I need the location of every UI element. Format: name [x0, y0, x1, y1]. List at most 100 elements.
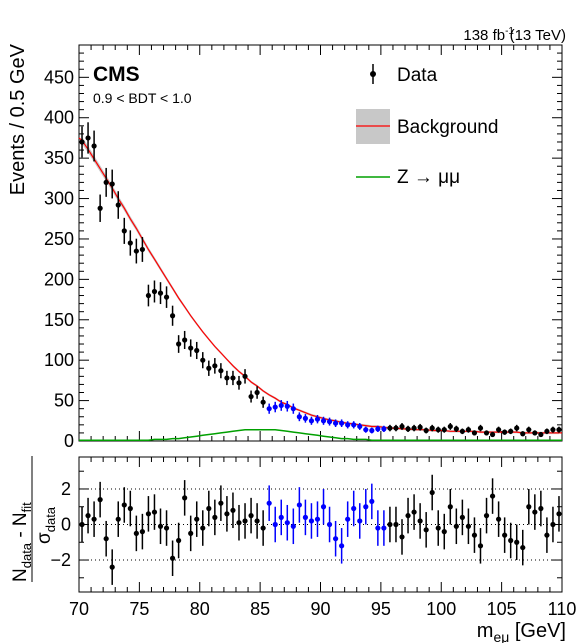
svg-text:Ndata - Nfit: Ndata - Nfit — [10, 502, 34, 582]
pull-point — [465, 508, 472, 545]
data-point — [345, 421, 351, 429]
data-point — [375, 425, 381, 433]
x-tick-label: 100 — [426, 599, 456, 619]
pull-point — [230, 492, 236, 529]
legend-background-marker — [356, 109, 390, 144]
data-point — [296, 412, 302, 422]
pull-point — [248, 497, 254, 534]
experiment-label: CMS — [93, 63, 140, 86]
data-point — [290, 403, 296, 414]
data-point — [182, 330, 188, 350]
pull-point — [218, 485, 224, 521]
y-tick-label: 0 — [61, 515, 71, 535]
legend: Data Background Z → μμ — [356, 64, 498, 188]
data-point — [496, 426, 502, 433]
data-point — [91, 130, 97, 162]
pull-point — [435, 510, 441, 546]
data-point — [477, 424, 484, 432]
pull-point — [308, 503, 315, 539]
category-label: 0.9 < BDT < 1.0 — [93, 90, 192, 106]
pull-point — [242, 503, 248, 539]
data-point — [169, 305, 176, 326]
pull-point — [496, 501, 502, 537]
data-point — [200, 352, 206, 369]
x-tick-label: 105 — [487, 599, 517, 619]
pull-point — [453, 508, 459, 545]
data-point — [369, 427, 375, 434]
data-point — [532, 430, 538, 436]
data-point — [242, 369, 248, 384]
data-point — [526, 426, 532, 433]
pull-point — [502, 517, 508, 553]
pull-points — [79, 474, 562, 585]
pull-point — [556, 496, 562, 532]
y-tick-label: 450 — [44, 67, 74, 87]
data-point — [381, 425, 387, 433]
data-point — [254, 386, 260, 399]
data-point — [363, 426, 369, 433]
pull-point — [320, 488, 327, 525]
data-point — [489, 431, 496, 438]
legend-signal-label: Z → μμ — [397, 167, 460, 188]
data-point — [212, 358, 218, 374]
data-point — [514, 424, 520, 432]
pull-point — [109, 549, 115, 585]
pull-point — [169, 540, 176, 577]
legend-data-label: Data — [397, 65, 438, 86]
pull-point — [188, 515, 194, 552]
pull-point — [206, 490, 212, 527]
data-point — [520, 431, 526, 437]
pull-point — [550, 506, 556, 543]
pull-point — [381, 510, 387, 546]
data-point — [302, 414, 309, 423]
pull-point — [284, 504, 290, 541]
data-point — [308, 416, 315, 425]
data-point — [260, 396, 266, 408]
data-point — [85, 122, 91, 154]
pull-point — [296, 487, 302, 523]
pull-point — [85, 497, 91, 534]
pull-point — [200, 510, 206, 546]
pull-point — [532, 494, 538, 530]
data-point — [139, 237, 145, 262]
y-tick-label: 50 — [54, 391, 74, 411]
data-point — [405, 425, 411, 433]
data-points — [79, 122, 562, 438]
data-point — [332, 419, 339, 428]
data-point — [176, 335, 182, 353]
pull-point — [139, 513, 145, 550]
main-y-axis: 0 50 100 150 200 250 300 350 400 450 — [44, 52, 562, 451]
data-point — [453, 425, 459, 433]
ratio-y-axis: −2 0 2 — [50, 470, 562, 579]
data-point — [79, 126, 85, 158]
pull-point — [115, 501, 121, 537]
svg-text:σdata: σdata — [34, 506, 58, 544]
data-point — [339, 419, 345, 428]
pull-point — [103, 520, 109, 557]
data-point — [508, 428, 514, 435]
y-tick-label: 350 — [44, 148, 74, 168]
pull-point — [544, 517, 550, 553]
energy-label: (13 TeV) — [510, 27, 566, 44]
data-point — [471, 430, 478, 436]
data-point — [314, 414, 321, 424]
x-tick-label: 110 — [548, 599, 577, 619]
y-tick-label: 250 — [44, 229, 74, 249]
pull-point — [508, 522, 514, 559]
pull-point — [145, 496, 152, 532]
background-curve — [78, 137, 562, 434]
pull-point — [363, 488, 369, 525]
data-point — [357, 423, 363, 430]
pull-point — [387, 506, 393, 543]
pull-point — [459, 499, 465, 536]
pull-point — [272, 506, 278, 543]
data-point — [550, 426, 556, 433]
pull-point — [157, 508, 164, 545]
pull-point — [266, 485, 272, 521]
pull-point — [483, 497, 490, 534]
luminosity-label: 138 fb-1 — [463, 26, 514, 44]
ratio-reference-lines — [79, 488, 562, 561]
data-point — [483, 430, 490, 436]
data-point — [429, 424, 435, 432]
